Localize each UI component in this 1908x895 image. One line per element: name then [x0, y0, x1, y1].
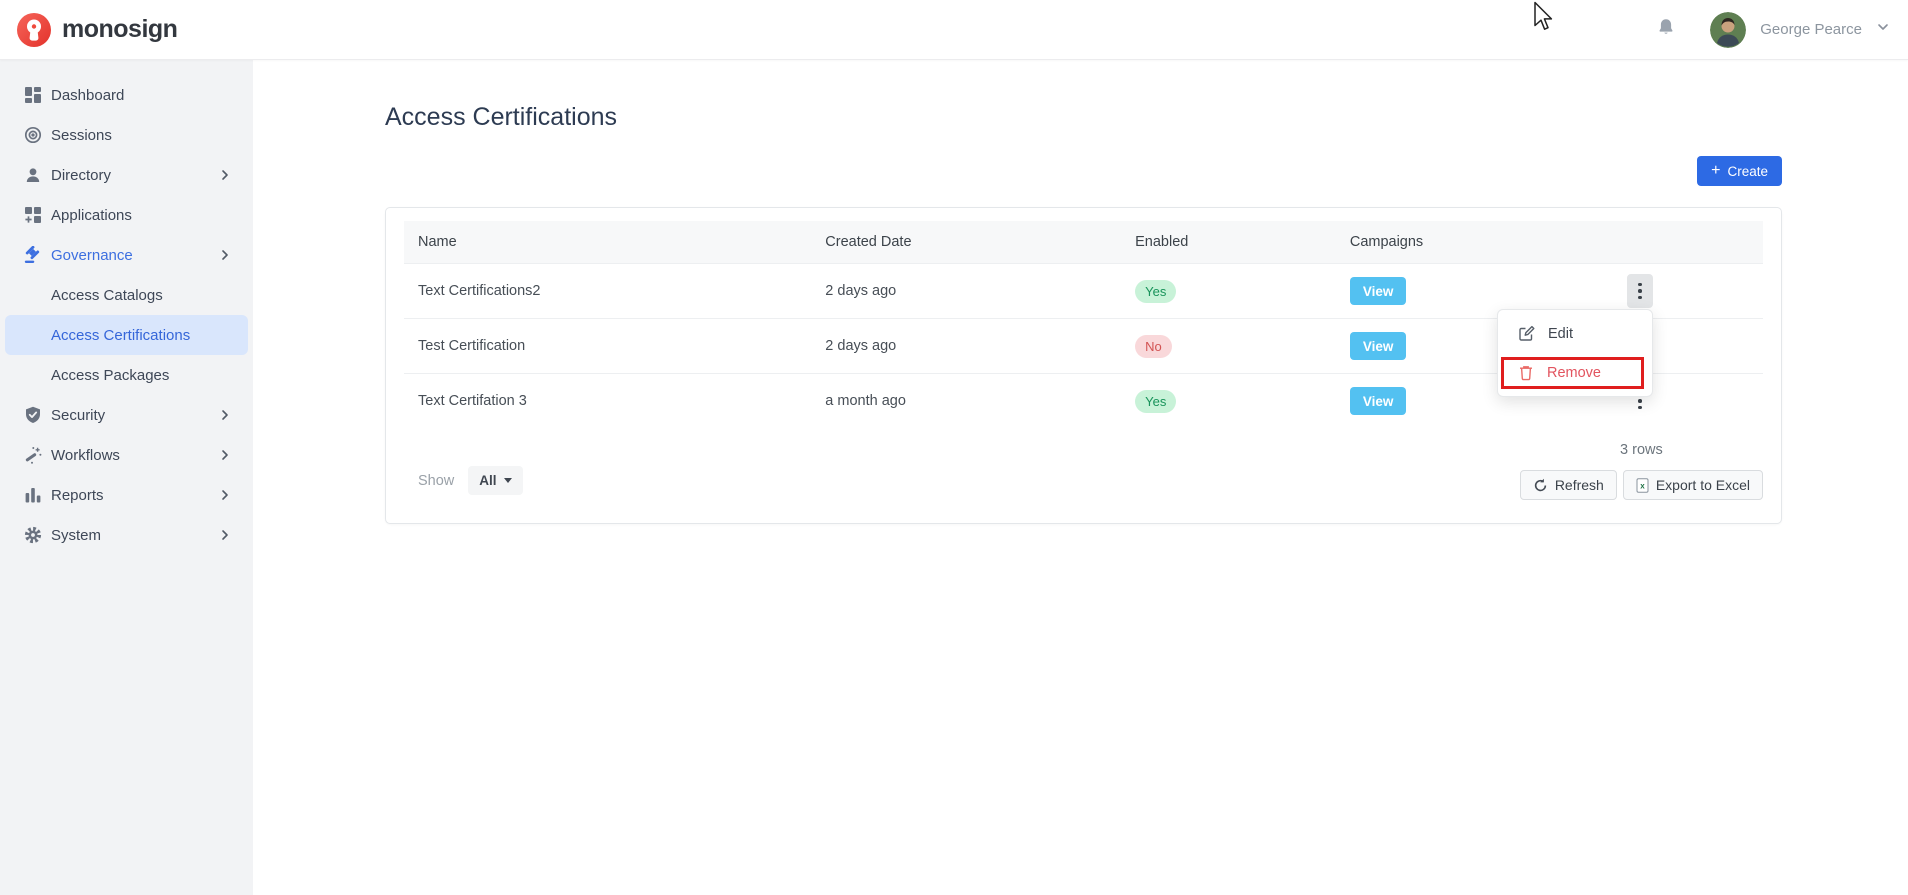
system-gear-icon [24, 526, 42, 544]
view-button[interactable]: View [1349, 387, 1407, 415]
brand-logo: monosign [16, 12, 178, 48]
chevron-right-icon [219, 489, 231, 501]
sidebar-item-label: Access Catalogs [51, 286, 163, 304]
sidebar-item-access-packages[interactable]: Access Packages [0, 355, 253, 395]
page-size-dropdown[interactable]: All [468, 466, 523, 495]
export-to-excel-button[interactable]: x Export to Excel [1622, 470, 1763, 500]
cell-name: Text Certifications2 [418, 283, 541, 299]
sidebar-item-label: Governance [51, 246, 133, 264]
sidebar-item-label: Security [51, 406, 106, 424]
sidebar-item-applications[interactable]: Applications [0, 195, 253, 235]
refresh-button-label: Refresh [1554, 477, 1604, 493]
security-shield-icon [24, 406, 42, 424]
monosign-logo-icon [16, 12, 52, 48]
show-label: Show [418, 472, 455, 489]
plus-icon: + [1711, 161, 1721, 179]
enabled-badge: Yes [1135, 389, 1177, 413]
rows-count: 3 rows [1620, 442, 1663, 458]
column-header-enabled: Enabled [1135, 234, 1189, 250]
table-footer: Show All 3 rows R [404, 428, 1763, 500]
enabled-badge: Yes [1135, 279, 1177, 303]
cell-name: Test Certification [418, 338, 526, 354]
chevron-right-icon [219, 169, 231, 181]
chevron-right-icon [219, 529, 231, 541]
refresh-button[interactable]: Refresh [1519, 470, 1617, 500]
menu-item-remove[interactable]: Remove [1498, 353, 1652, 392]
view-button[interactable]: View [1349, 332, 1407, 360]
sidebar-item-label: Directory [51, 166, 112, 184]
svg-text:x: x [1640, 481, 1645, 490]
export-button-label: Export to Excel [1655, 477, 1750, 493]
user-name[interactable]: George Pearce [1760, 21, 1862, 38]
page-title: Access Certifications [385, 103, 618, 131]
sidebar-item-access-certifications[interactable]: Access Certifications [5, 315, 248, 355]
chevron-right-icon [219, 409, 231, 421]
sidebar-item-label: System [51, 526, 102, 544]
sidebar-item-label: Dashboard [51, 86, 125, 104]
cell-created: a month ago [825, 393, 906, 409]
workflows-wand-icon [24, 446, 42, 464]
excel-file-icon: x [1636, 477, 1649, 493]
refresh-icon [1533, 478, 1548, 493]
sidebar-item-dashboard[interactable]: Dashboard [0, 75, 253, 115]
sidebar-item-access-catalogs[interactable]: Access Catalogs [0, 275, 253, 315]
table-header-row: Name Created Date Enabled Campaigns [404, 221, 1763, 263]
sidebar-item-label: Workflows [51, 446, 120, 464]
sidebar-item-label: Access Packages [51, 366, 170, 384]
reports-bar-chart-icon [24, 486, 42, 504]
edit-icon [1518, 325, 1535, 342]
sidebar-item-label: Sessions [51, 126, 112, 144]
brand-name: monosign [62, 15, 178, 43]
table-row: Text Certifications2 2 days ago Yes View [404, 263, 1763, 318]
create-button-label: Create [1727, 163, 1768, 179]
column-header-campaigns: Campaigns [1349, 234, 1424, 250]
sidebar-item-security[interactable]: Security [0, 395, 253, 435]
column-header-created: Created Date [825, 234, 912, 250]
sessions-icon [24, 126, 42, 144]
sidebar: Dashboard Sessions Directory Appl [0, 60, 253, 895]
page-size-value: All [479, 473, 497, 488]
cell-created: 2 days ago [825, 338, 897, 354]
menu-item-label: Remove [1547, 364, 1601, 381]
directory-icon [24, 166, 42, 184]
chevron-right-icon [219, 249, 231, 261]
user-avatar[interactable] [1710, 11, 1747, 48]
applications-icon [24, 206, 42, 224]
create-button[interactable]: + Create [1697, 156, 1782, 186]
view-button[interactable]: View [1349, 277, 1407, 305]
row-actions-kebab-icon[interactable] [1627, 274, 1653, 308]
top-header: monosign George Pearce [0, 0, 1908, 60]
trash-icon [1518, 364, 1534, 381]
cell-name: Text Certifation 3 [418, 393, 527, 409]
sidebar-item-reports[interactable]: Reports [0, 475, 253, 515]
sidebar-item-sessions[interactable]: Sessions [0, 115, 253, 155]
column-header-name: Name [418, 234, 457, 250]
table-row: Text Certifation 3 a month ago Yes View [404, 373, 1763, 428]
table-row: Test Certification 2 days ago No View [404, 318, 1763, 373]
chevron-down-icon[interactable] [1876, 20, 1890, 39]
menu-item-label: Edit [1548, 325, 1573, 342]
caret-down-icon [503, 478, 512, 483]
sidebar-item-system[interactable]: System [0, 515, 253, 555]
sidebar-item-label: Access Certifications [51, 326, 191, 344]
main-content: Access Certifications + Create Name Crea… [385, 60, 1782, 524]
governance-icon [24, 246, 42, 264]
enabled-badge: No [1135, 334, 1172, 358]
chevron-right-icon [219, 449, 231, 461]
sidebar-item-governance[interactable]: Governance [0, 235, 253, 275]
sidebar-item-workflows[interactable]: Workflows [0, 435, 253, 475]
notifications-bell-icon[interactable] [1656, 17, 1676, 42]
sidebar-item-label: Applications [51, 206, 132, 224]
sidebar-item-directory[interactable]: Directory [0, 155, 253, 195]
sidebar-item-label: Reports [51, 486, 104, 504]
menu-item-edit[interactable]: Edit [1498, 314, 1652, 353]
cell-created: 2 days ago [825, 283, 897, 299]
dashboard-icon [24, 86, 42, 104]
row-context-menu: Edit Remove [1497, 309, 1653, 397]
